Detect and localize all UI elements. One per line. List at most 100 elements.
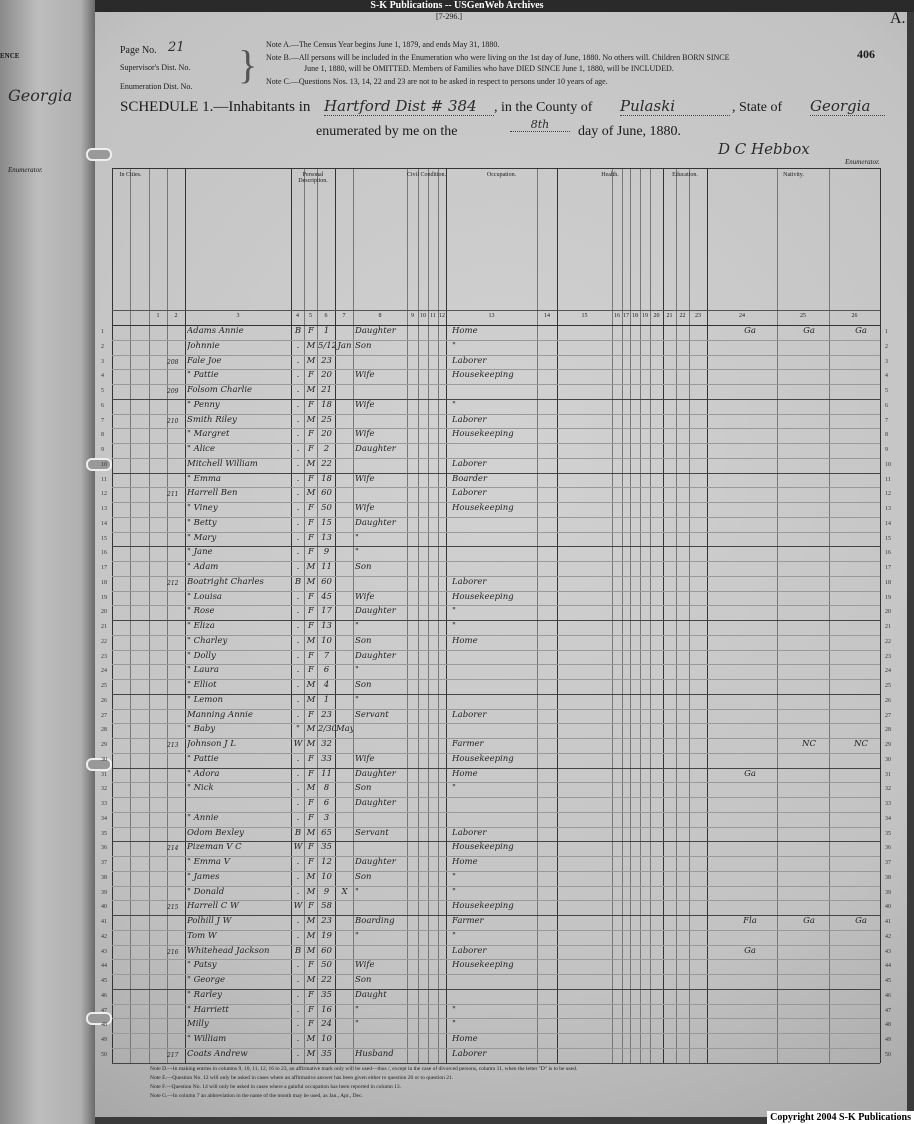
occupation: Housekeeping bbox=[452, 960, 514, 971]
sex: M bbox=[306, 916, 316, 926]
person-name: " Harriett bbox=[187, 1004, 229, 1015]
color: . bbox=[296, 473, 300, 484]
age: 8 bbox=[323, 783, 330, 794]
row-rule bbox=[112, 575, 880, 577]
row-rule bbox=[112, 634, 880, 636]
row-number-left: 40 bbox=[101, 904, 107, 911]
relationship: Son bbox=[355, 783, 372, 794]
relationship: Wife bbox=[355, 753, 375, 764]
row-number-right: 46 bbox=[885, 992, 891, 999]
row-number-right: 45 bbox=[885, 978, 891, 984]
row-number-right: 36 bbox=[885, 845, 891, 852]
birthplace: Ga bbox=[744, 326, 756, 336]
row-number-left: 31 bbox=[101, 771, 107, 778]
sex: M bbox=[306, 930, 316, 941]
age: 20 bbox=[321, 370, 332, 381]
sex: M bbox=[306, 562, 316, 572]
sex: M bbox=[306, 1048, 316, 1059]
occupation: Farmer bbox=[452, 739, 484, 749]
row-number-right: 38 bbox=[885, 874, 891, 881]
age: 20 bbox=[321, 429, 332, 440]
age: 15 bbox=[321, 517, 332, 528]
color: . bbox=[296, 783, 300, 794]
occupation: Home bbox=[452, 768, 478, 779]
row-number-left: 12 bbox=[101, 491, 107, 498]
row-number-left: 45 bbox=[101, 978, 107, 984]
row-number-left: 4 bbox=[101, 373, 104, 380]
relationship: Daughter bbox=[355, 650, 396, 661]
occupation: " bbox=[452, 1019, 456, 1030]
column-divider bbox=[112, 168, 113, 1063]
person-name: " Lemon bbox=[187, 694, 223, 705]
note-f: Note F.—Question No. 14 will only be ask… bbox=[150, 1084, 401, 1090]
sex: F bbox=[308, 1004, 314, 1015]
person-name: " Viney bbox=[187, 503, 218, 513]
row-number-left: 3 bbox=[101, 358, 104, 365]
occupation: Laborer bbox=[452, 945, 487, 956]
color: W bbox=[293, 842, 303, 853]
row-rule bbox=[112, 915, 880, 916]
dwelling-number: 208 bbox=[167, 358, 179, 366]
person-name: Mitchell William bbox=[187, 458, 258, 469]
mother-birthplace: NC bbox=[854, 739, 868, 749]
row-number-left: 41 bbox=[101, 919, 107, 925]
color: . bbox=[296, 930, 300, 941]
row-rule bbox=[112, 811, 880, 813]
color: . bbox=[296, 975, 300, 985]
occupation: Home bbox=[452, 635, 478, 646]
row-rule bbox=[112, 457, 880, 459]
color: . bbox=[296, 753, 300, 764]
row-number-right: 48 bbox=[885, 1022, 891, 1029]
mother-birthplace: Ga bbox=[855, 916, 867, 926]
color: . bbox=[296, 488, 300, 499]
age: 9 bbox=[323, 547, 330, 558]
person-name: Odom Bexley bbox=[187, 827, 244, 838]
header-rule bbox=[112, 310, 880, 311]
sex: F bbox=[308, 812, 314, 823]
person-name: Coats Andrew bbox=[187, 1048, 248, 1059]
row-number-left: 46 bbox=[101, 992, 107, 999]
note-e: Note E.—Question No. 12 will only be ask… bbox=[150, 1075, 454, 1081]
person-name: " Laura bbox=[187, 665, 219, 676]
row-number-left: 19 bbox=[101, 594, 107, 601]
note-a: Note A.—The Census Year begins June 1, 1… bbox=[266, 40, 500, 49]
sex: M bbox=[306, 694, 316, 705]
relationship: Wife bbox=[355, 473, 375, 484]
age: 6 bbox=[323, 665, 330, 676]
relationship: " bbox=[355, 621, 359, 631]
person-name: " Penny bbox=[187, 399, 220, 410]
age: 3 bbox=[323, 812, 330, 823]
person-name: " Rarley bbox=[187, 989, 222, 1000]
page-no-value: 21 bbox=[168, 40, 185, 55]
person-name: Harrell C W bbox=[187, 901, 239, 912]
row-number-left: 23 bbox=[101, 653, 107, 660]
sex: M bbox=[306, 458, 316, 469]
row-number-right: 47 bbox=[885, 1007, 891, 1014]
column-number: 5 bbox=[309, 313, 312, 319]
sex: F bbox=[308, 547, 314, 558]
column-number: 10 bbox=[420, 313, 426, 319]
color: . bbox=[296, 1019, 300, 1030]
person-name: Fale Joe bbox=[187, 355, 222, 366]
color: . bbox=[296, 812, 300, 823]
column-divider bbox=[335, 168, 336, 1063]
column-divider bbox=[537, 168, 538, 1063]
age: 22 bbox=[321, 975, 332, 985]
mother-birthplace: Ga bbox=[855, 326, 867, 336]
row-number-left: 43 bbox=[101, 948, 107, 955]
color: . bbox=[296, 1048, 300, 1059]
row-number-right: 34 bbox=[885, 815, 891, 822]
age: 17 bbox=[321, 606, 332, 617]
row-number-left: 24 bbox=[101, 668, 107, 675]
column-number: 15 bbox=[581, 313, 588, 319]
color: . bbox=[296, 562, 300, 572]
column-divider bbox=[438, 168, 439, 1063]
county-label: , in the County of bbox=[494, 100, 593, 115]
row-rule bbox=[112, 561, 880, 562]
section-header-cities: In Cities. bbox=[119, 172, 142, 178]
sex: F bbox=[308, 399, 314, 410]
person-name: " Baby bbox=[187, 724, 216, 735]
column-divider bbox=[130, 168, 131, 1063]
occupation: " bbox=[452, 886, 456, 897]
row-number-right: 10 bbox=[885, 461, 891, 468]
